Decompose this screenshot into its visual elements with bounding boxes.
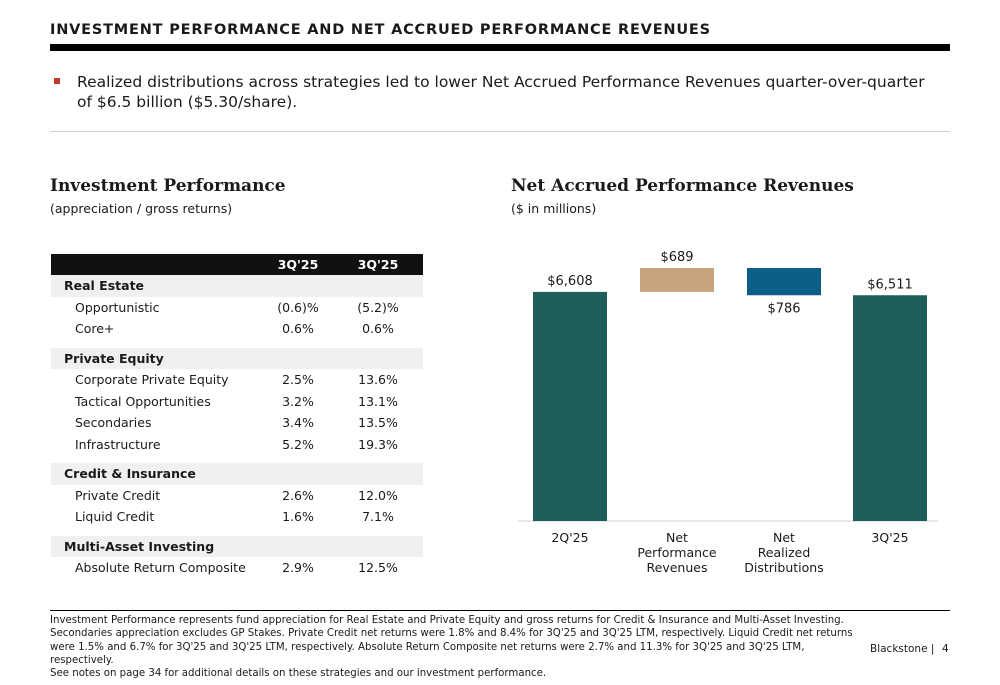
table-row: Secondaries 3.4% 13.5% xyxy=(51,412,423,434)
strategy-label: Opportunistic xyxy=(75,299,160,315)
category-label-1: Revenues xyxy=(647,560,708,575)
bar-3 xyxy=(853,295,927,521)
quarter-value: 2.9% xyxy=(282,560,314,575)
category-label-3: 3Q'25 xyxy=(871,530,908,545)
category-row: Multi-Asset Investing xyxy=(51,535,423,557)
category-label-1: Performance xyxy=(637,545,717,560)
net-accrued-chart: $6,6082Q'25$689NetPerformanceRevenues$78… xyxy=(518,250,938,575)
table-row: Absolute Return Composite 2.9% 12.5% xyxy=(51,557,423,579)
strategy-label: Secondaries xyxy=(75,415,152,430)
strategy-label: Core+ xyxy=(75,321,115,336)
section-gap xyxy=(51,340,423,348)
table-row: Infrastructure 5.2% 19.3% xyxy=(51,434,423,456)
category-row: Credit & Insurance xyxy=(51,463,423,485)
strategy-label: Tactical Opportunities xyxy=(75,393,211,409)
ltm-value: 13.1% xyxy=(358,393,398,409)
footnote-line: Secondaries appreciation excludes GP Sta… xyxy=(50,628,853,640)
performance-table: 3Q'25 3Q'25 LTM Real Estate Opportunistic… xyxy=(51,254,423,579)
bullet-marker xyxy=(54,78,60,84)
brand-label: Blackstone | xyxy=(870,643,935,655)
bar-1 xyxy=(640,268,714,292)
ltm-value: 7.1% xyxy=(362,509,394,524)
category-label-0: 2Q'25 xyxy=(551,530,588,545)
strategy-label: Corporate Private Equity xyxy=(75,372,229,387)
ltm-value: 13.5% xyxy=(358,415,398,430)
footnote-line: Investment Performance represents fund a… xyxy=(50,615,844,626)
quarter-value: 2.5% xyxy=(282,372,314,387)
column-header-3q25: 3Q'25 xyxy=(277,257,319,272)
ltm-value: 13.6% xyxy=(358,372,398,387)
summary-bullet: Realized distributions across strategies… xyxy=(77,73,925,111)
ltm-value: (5.2)% xyxy=(357,299,399,315)
category-label: Credit & Insurance xyxy=(64,466,196,481)
category-row: Private Equity xyxy=(51,347,423,369)
strategy-label: Absolute Return Composite xyxy=(75,560,246,575)
divider xyxy=(50,131,950,132)
table-row: Tactical Opportunities 3.2% 13.1% xyxy=(51,391,423,413)
data-label-3: $6,511 xyxy=(867,277,913,292)
footnote-line: See notes on page 34 for additional deta… xyxy=(50,668,547,680)
strategy-label: Infrastructure xyxy=(75,436,161,452)
header-rule xyxy=(50,44,950,51)
category-label-2: Distributions xyxy=(744,560,823,575)
ltm-value: 12.0% xyxy=(358,487,398,503)
ltm-value: 12.5% xyxy=(358,560,398,575)
table-header: 3Q'25 3Q'25 LTM xyxy=(51,254,423,287)
quarter-value: 1.6% xyxy=(282,509,314,524)
ltm-value: 0.6% xyxy=(362,321,394,336)
page-number: 4 xyxy=(942,643,949,655)
page-title: INVESTMENT PERFORMANCE AND NET ACCRUED P… xyxy=(50,22,711,38)
category-row: Real Estate xyxy=(51,275,423,297)
footnote-rule xyxy=(50,610,950,611)
table-row: Liquid Credit 1.6% 7.1% xyxy=(51,506,423,528)
quarter-value: (0.6)% xyxy=(277,299,319,315)
net-accrued-subtitle: ($ in millions) xyxy=(511,201,597,216)
bar-2 xyxy=(747,268,821,296)
data-label-0: $6,608 xyxy=(547,274,593,289)
table-row: Opportunistic (0.6)% (5.2)% xyxy=(51,297,423,319)
quarter-value: 5.2% xyxy=(282,436,314,452)
footnote: Investment Performance represents fund a… xyxy=(50,614,860,680)
table-row: Private Credit 2.6% 12.0% xyxy=(51,485,423,507)
section-gap xyxy=(51,455,423,463)
footnote-line: were 1.5% and 6.7% for 3Q'25 and 3Q'25 L… xyxy=(50,641,805,666)
category-label-1: Net xyxy=(666,530,688,545)
strategy-label: Liquid Credit xyxy=(75,509,155,524)
section-gap xyxy=(51,528,423,536)
quarter-value: 3.4% xyxy=(282,415,314,430)
category-label: Private Equity xyxy=(64,350,164,366)
quarter-value: 2.6% xyxy=(282,487,314,503)
category-label: Multi-Asset Investing xyxy=(64,538,215,554)
data-label-2: $786 xyxy=(767,301,800,316)
category-label-2: Net xyxy=(773,530,795,545)
category-label: Real Estate xyxy=(64,278,145,293)
quarter-value: 0.6% xyxy=(282,321,314,336)
strategy-label: Private Credit xyxy=(75,487,161,503)
investment-performance-title: Investment Performance xyxy=(50,176,286,196)
data-label-1: $689 xyxy=(660,250,693,265)
table-row: Core+ 0.6% 0.6% xyxy=(51,318,423,340)
bar-0 xyxy=(533,291,607,521)
net-accrued-title: Net Accrued Performance Revenues xyxy=(511,176,854,196)
table-row: Corporate Private Equity 2.5% 13.6% xyxy=(51,369,423,391)
ltm-value: 19.3% xyxy=(358,436,398,452)
investment-performance-subtitle: (appreciation / gross returns) xyxy=(50,201,233,216)
quarter-value: 3.2% xyxy=(282,393,314,409)
category-label-2: Realized xyxy=(758,545,811,560)
